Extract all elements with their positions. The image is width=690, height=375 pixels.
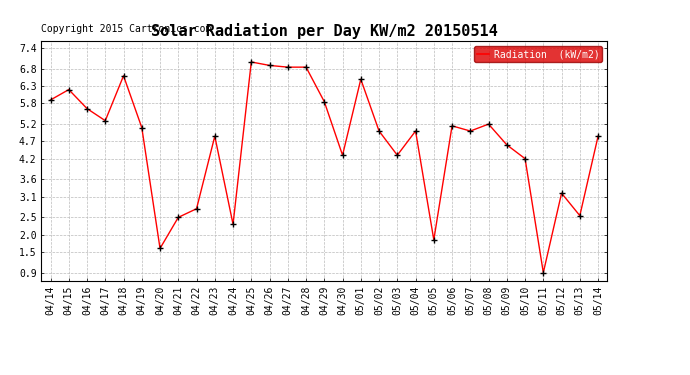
Legend: Radiation  (kW/m2): Radiation (kW/m2) (474, 46, 602, 62)
Text: Copyright 2015 Cartronics.com: Copyright 2015 Cartronics.com (41, 24, 212, 34)
Title: Solar Radiation per Day KW/m2 20150514: Solar Radiation per Day KW/m2 20150514 (151, 23, 497, 39)
